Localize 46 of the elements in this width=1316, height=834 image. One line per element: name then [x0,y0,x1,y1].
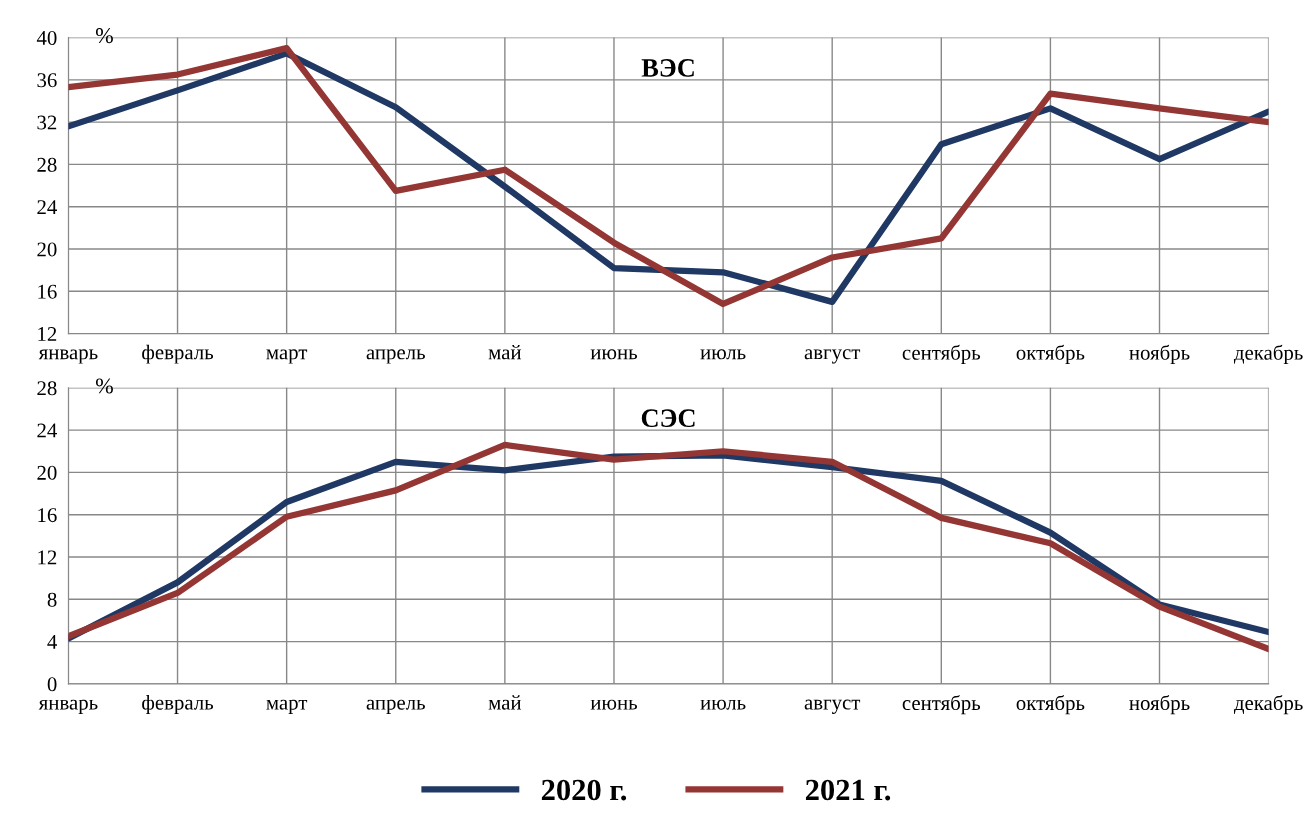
y-tick-label: 20 [37,465,57,480]
x-tick-label: март [266,349,308,364]
x-tick-label: август [804,699,861,714]
y-tick-label: 28 [37,381,57,396]
x-tick-label: январь [38,349,98,364]
x-tick-label: май [488,344,522,360]
x-tick-label: май [488,695,522,710]
x-tick-label: август [804,349,861,364]
y-tick-label: 40 [36,30,57,45]
legend-label: 2021 г. [805,779,891,801]
x-tick-label: ноябрь [1129,344,1190,365]
x-tick-label: июнь [590,699,638,710]
x-tick-label: апрель [366,699,425,714]
x-tick-label: ноябрь [1129,694,1190,715]
y-axis-title: % [95,378,113,394]
y-tick-label: 16 [38,284,57,299]
y-tick-label: 20 [37,242,57,257]
x-tick-label: июль [700,699,746,710]
x-tick-label: февраль [142,694,214,714]
x-tick-label: октябрь [1016,344,1085,365]
x-tick-label: февраль [142,344,214,364]
x-tick-label: сентябрь [902,694,981,715]
text: СЭС [641,409,695,428]
x-tick-label: декабрь [1233,344,1303,365]
y-tick-label: 0 [47,677,57,692]
y-tick-label: 4 [47,635,57,649]
y-axis-title: % [95,28,113,44]
y-tick-label: 24 [37,423,57,438]
legend-label: 2020 г. [541,779,627,801]
y-tick-label: 12 [38,327,57,341]
x-tick-label: июнь [590,349,638,360]
y-tick-label: 8 [47,592,57,607]
x-tick-label: июль [700,349,746,360]
y-tick-label: 36 [37,73,57,88]
y-tick-label: 24 [37,200,57,214]
y-tick-label: 28 [37,157,57,172]
x-tick-label: сентябрь [902,344,981,365]
x-tick-label: декабрь [1233,694,1303,715]
y-tick-label: 12 [38,550,57,565]
x-tick-label: октябрь [1016,694,1085,715]
text: ВЭС [641,59,694,77]
x-tick-label: апрель [366,349,425,364]
x-tick-label: март [266,699,308,714]
x-tick-label: январь [38,699,98,714]
y-tick-label: 32 [37,115,57,130]
y-tick-label: 16 [38,508,57,523]
